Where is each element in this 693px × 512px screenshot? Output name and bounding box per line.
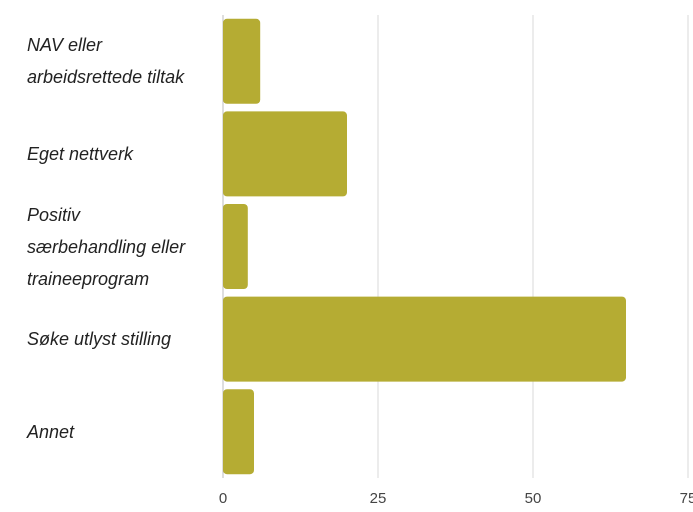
category-label: Annet [27, 421, 75, 442]
x-tick-label: 25 [370, 490, 387, 507]
bar [223, 389, 254, 475]
bar [223, 204, 248, 289]
category-label: Positiv særbehandling eller traineeprogr… [27, 204, 186, 289]
x-tick-label: 75 [680, 490, 693, 507]
x-tick-label: 50 [525, 490, 542, 507]
x-tick-label: 0 [219, 490, 227, 507]
bar [223, 18, 261, 104]
category-label: Eget nettverk [27, 143, 134, 164]
category-label: Søke utlyst stilling [27, 329, 172, 350]
bar [223, 111, 347, 197]
category-label: NAV eller arbeidsrettede tiltak [27, 35, 185, 88]
bar [223, 296, 626, 382]
